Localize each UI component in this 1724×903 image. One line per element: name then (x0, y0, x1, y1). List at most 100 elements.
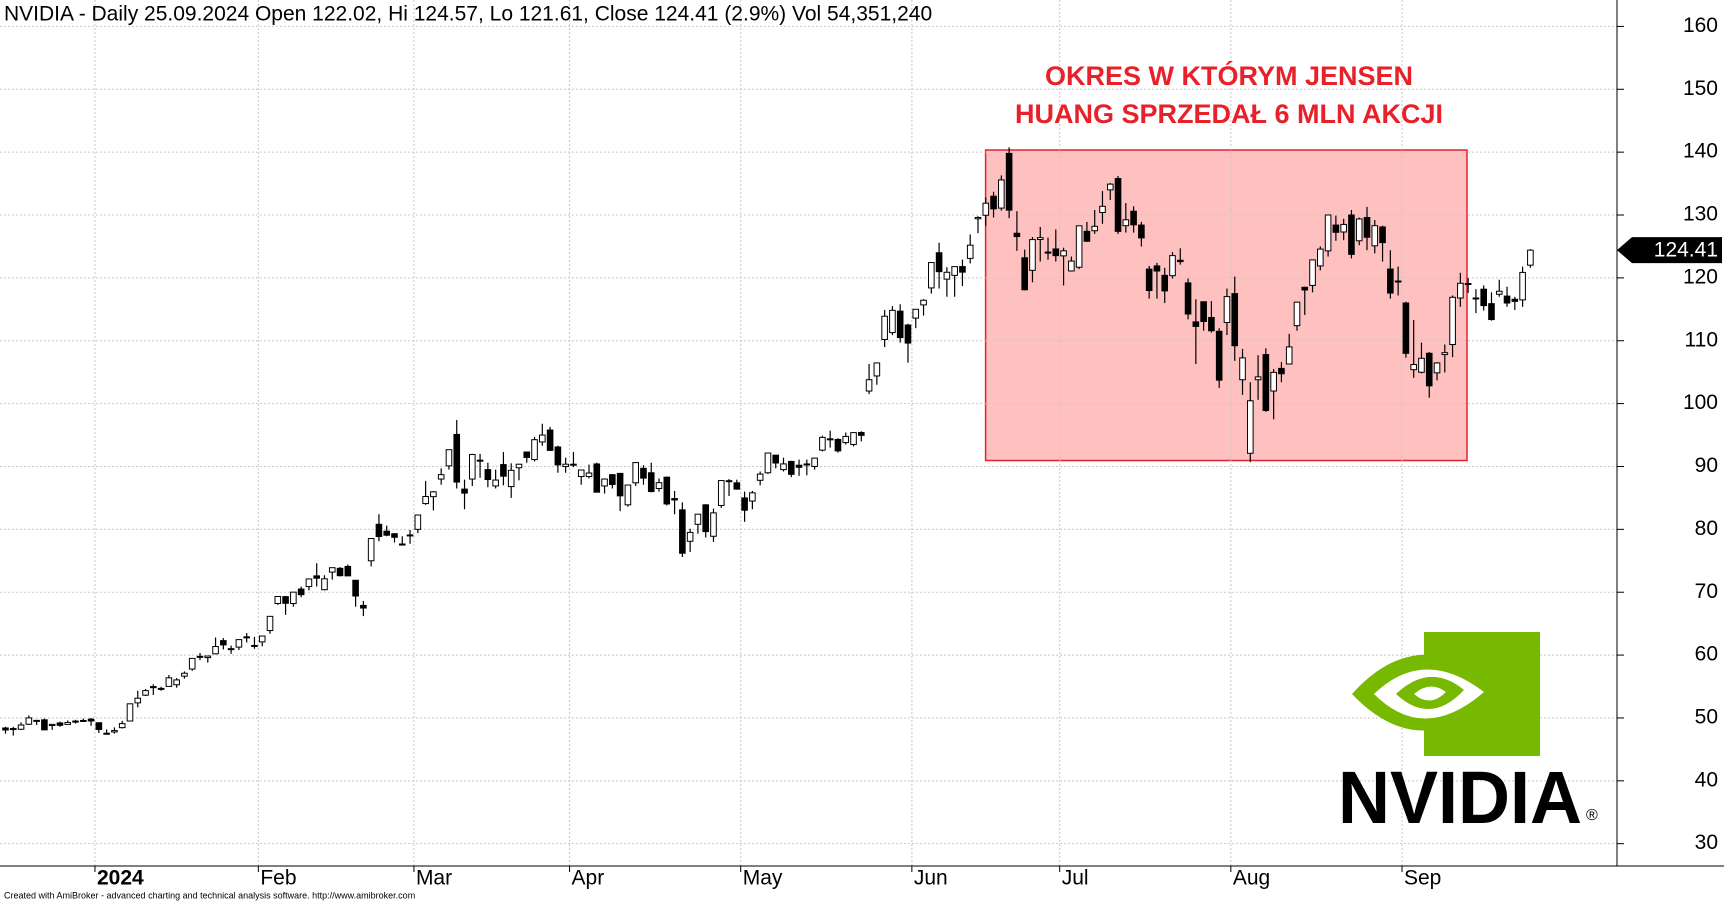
candle-body (1138, 224, 1145, 239)
candle-body (367, 538, 375, 562)
candle-body (1317, 248, 1324, 267)
candle-body (1464, 283, 1472, 286)
candle-body (33, 719, 40, 722)
candle-body (616, 472, 624, 497)
candle-body (819, 436, 826, 451)
candle-body (220, 640, 227, 646)
candle-body (1223, 296, 1231, 324)
candle-body (1005, 152, 1013, 211)
candle-body (1161, 274, 1169, 292)
x-tick-label: Sep (1404, 867, 1441, 890)
candle-body (702, 504, 710, 533)
candle-body (188, 657, 196, 670)
candle-body (803, 463, 811, 466)
candle-body (865, 379, 873, 392)
candle-body (150, 686, 157, 689)
candle-body (111, 730, 118, 733)
candle-body (243, 636, 250, 639)
candle-body (1309, 259, 1316, 286)
candle-body (539, 434, 546, 443)
candle-body (328, 567, 336, 573)
candle-body (858, 432, 865, 436)
candle-body (1052, 248, 1060, 257)
candle-body (1394, 280, 1402, 283)
candle-body (772, 454, 780, 464)
candle-body (453, 433, 461, 483)
candle-body (1114, 178, 1122, 232)
x-tick-label: Feb (260, 867, 296, 890)
candle-body (546, 429, 554, 451)
candle-body (1060, 250, 1067, 257)
candle-body (959, 266, 966, 273)
candle-body (1480, 288, 1488, 307)
nvidia-logo: NVIDIA ® (1338, 632, 1598, 839)
candle-body (780, 463, 787, 471)
candle-body (1192, 321, 1200, 327)
candle-body (1449, 296, 1456, 346)
candle-body (72, 720, 79, 723)
candle-body (507, 469, 515, 488)
candle-body (920, 299, 927, 306)
price-tag-label: 124.41 (1654, 239, 1718, 262)
candle-body (1176, 259, 1184, 263)
candle-body (562, 463, 569, 467)
candle-body (881, 315, 888, 340)
candle-body (554, 446, 562, 466)
candle-body (811, 457, 818, 467)
candle-body (1363, 217, 1371, 238)
candle-body (1200, 301, 1207, 323)
y-tick-label: 160 (1683, 14, 1718, 37)
candle-body (344, 565, 352, 577)
candle-body (951, 266, 958, 276)
candle-body (1208, 316, 1215, 332)
candle-body (227, 648, 235, 651)
candle-body (469, 453, 476, 480)
candle-body (414, 514, 422, 530)
candle-body (694, 513, 702, 525)
y-tick-label: 140 (1683, 140, 1718, 163)
candle-body (1106, 183, 1114, 191)
candle-body (375, 523, 383, 538)
candle-body (64, 721, 72, 725)
logo-eye (1424, 632, 1540, 690)
candle-body (1215, 330, 1223, 381)
candle-body (196, 655, 204, 658)
candle-body (1270, 371, 1277, 392)
candle-body (764, 452, 772, 474)
candle-body (1130, 210, 1137, 226)
candle-body (896, 310, 904, 339)
candle-body (157, 687, 165, 690)
candle-body (741, 497, 748, 511)
candle-body (297, 588, 305, 596)
candle-layer (2, 147, 1534, 736)
x-tick-label: Jul (1062, 867, 1089, 890)
candle-body (437, 474, 445, 480)
candle-body (1511, 298, 1519, 302)
annotation-line: HUANG SPRZEDAŁ 6 MLN AKCJI (1015, 99, 1443, 129)
candle-body (274, 595, 282, 605)
grid-layer (0, 0, 1617, 866)
candle-body (25, 717, 33, 725)
candle-body (749, 492, 756, 502)
candle-body (1231, 293, 1239, 347)
candle-body (982, 202, 990, 216)
candle-body (1355, 218, 1363, 242)
candle-body (1169, 255, 1176, 277)
y-tick-label: 40 (1695, 768, 1718, 791)
candle-body (1122, 219, 1130, 227)
candle-body (1075, 225, 1083, 268)
candle-body (290, 591, 297, 605)
y-tick-label: 120 (1683, 265, 1718, 288)
candle-body (1387, 268, 1394, 294)
candle-body (1503, 295, 1511, 304)
candle-body (889, 309, 896, 334)
candle-body (990, 195, 997, 210)
candle-body (1348, 214, 1355, 255)
candle-body (1184, 282, 1192, 315)
candle-body (873, 362, 881, 377)
candle-body (585, 472, 593, 478)
x-tick-label: Apr (572, 867, 605, 890)
x-tick-label: Jun (914, 867, 948, 890)
candle-body (943, 271, 951, 280)
